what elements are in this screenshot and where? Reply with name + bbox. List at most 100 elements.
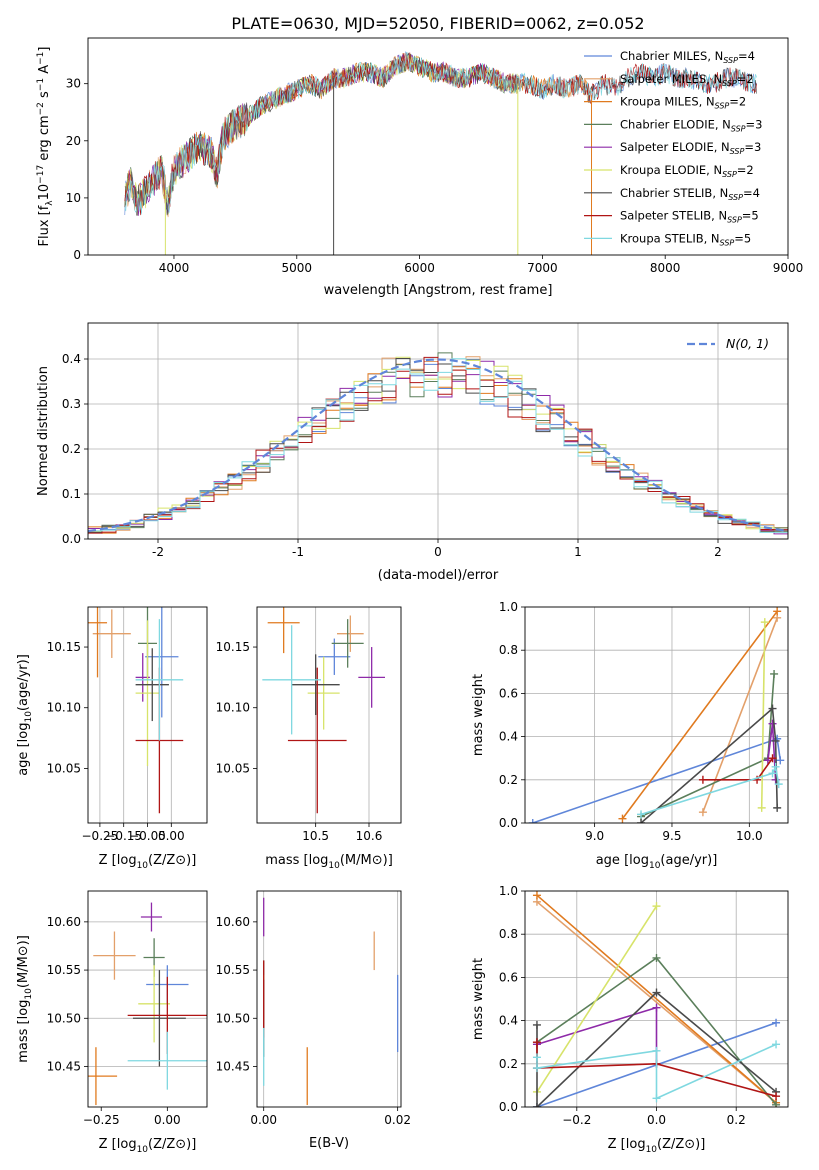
- age-vs-metallicity-panel: −0.25−0.15−0.050.00 10.05 10.10 10.15 Z [log…: [16, 606, 208, 871]
- x-tick-label: 5000: [281, 261, 312, 275]
- label-part: Z [log: [608, 1137, 646, 1152]
- x-tick-label: 0.02: [384, 1113, 411, 1127]
- weight-point: [698, 808, 707, 817]
- y-tick-label: 10.50: [216, 1011, 250, 1025]
- weight-point: [772, 1100, 781, 1107]
- y-tick-label: 0: [73, 248, 81, 262]
- x-tick-label: −0.25: [83, 1113, 120, 1127]
- y-tick-label: 10.55: [216, 963, 250, 977]
- legend-tail: =5: [734, 231, 751, 245]
- weight-point: [652, 1046, 661, 1055]
- plot-area: [532, 891, 781, 1107]
- axis-label: mass [log10(M/M⊙)]: [16, 935, 34, 1063]
- weight-line: [536, 894, 777, 1104]
- label-part: Z [log: [99, 853, 137, 868]
- y-tick-label: 1.0: [499, 884, 518, 898]
- legend-sub: SSP: [723, 56, 738, 65]
- legend-sub: SSP: [727, 216, 742, 225]
- label-part: 10: [137, 1145, 149, 1155]
- legend-tail: =2: [737, 72, 754, 86]
- weight-point: [637, 819, 646, 823]
- label-part: erg cm: [37, 115, 52, 164]
- spectrum-line: [124, 51, 757, 215]
- weight-point: [532, 1064, 541, 1073]
- histogram-step: [88, 358, 788, 534]
- legend-sub: SSP: [731, 124, 746, 133]
- legend-main: Salpeter ELODIE, N: [620, 140, 730, 154]
- mass-vs-reddening-panel: 0.00 0.02 10.45 10.50 10.55 10.60 E(B-V): [216, 890, 411, 1151]
- x-tick-label: −0.25: [82, 829, 119, 843]
- legend-tail: =3: [744, 140, 761, 154]
- legend-main: Kroupa ELODIE, N: [620, 163, 722, 177]
- plot-frame: [87, 37, 789, 256]
- plot-area: [124, 51, 757, 255]
- weight-point: [652, 902, 661, 911]
- weight-point: [774, 780, 783, 789]
- label-part: −2: [36, 102, 46, 115]
- y-axis-label: mass weight: [471, 958, 486, 1040]
- y-tick-label: 10.45: [47, 1060, 81, 1074]
- y-axis-label: mass weight: [471, 674, 486, 756]
- legend-label: Kroupa ELODIE, NSSP=2: [620, 163, 754, 179]
- normal-curve: [88, 358, 788, 533]
- weight-point: [652, 1094, 661, 1103]
- legend-main: Kroupa MILES, N: [620, 95, 715, 109]
- axis-label: Z [log10(Z/Z⊙)]: [608, 1137, 706, 1155]
- plot-area: [528, 607, 785, 823]
- weight-point: [532, 1038, 541, 1047]
- legend-sub: SSP: [728, 193, 743, 202]
- x-tick-label: −0.2: [562, 1113, 591, 1127]
- weight-point: [532, 1103, 541, 1107]
- weight-point: [757, 803, 766, 812]
- y-tick-label: 0.2: [499, 1057, 518, 1071]
- label-part: 10: [646, 1145, 658, 1155]
- label-part: Z [log: [99, 1137, 137, 1152]
- weight-point: [768, 769, 777, 778]
- weight-point: [768, 704, 777, 713]
- y-axis-label: Normed distribution: [36, 366, 51, 496]
- label-part: s: [37, 91, 52, 102]
- legend-sub: SSP: [715, 102, 730, 111]
- y-tick-label: 0.0: [499, 816, 518, 830]
- label-part: −17: [36, 165, 46, 184]
- legend-main: Chabrier ELODIE, N: [620, 117, 731, 131]
- spectrum-line: [124, 52, 757, 216]
- label-part: Flux [f: [37, 205, 52, 246]
- y-tick-label: 0.4: [62, 352, 81, 366]
- legend-label: Salpeter ELODIE, NSSP=3: [620, 140, 761, 156]
- x-tick-label: 1: [574, 545, 582, 559]
- axis-label: age [log10(age/yr)]: [596, 853, 718, 871]
- plot-area: [88, 607, 184, 814]
- legend-main: Chabrier MILES, N: [620, 49, 723, 63]
- label-part: −1: [36, 78, 46, 91]
- y-tick-label: 0.4: [499, 730, 518, 744]
- y-tick-label: 10.60: [216, 915, 250, 929]
- age-vs-mass-panel: 10.5 10.6 10.05 10.10 10.15 mass [log10(M/M⊙)…: [216, 606, 402, 871]
- legend-main: Salpeter STELIB, N: [620, 209, 727, 223]
- y-tick-label: 0.2: [62, 442, 81, 456]
- x-tick-label: 0.00: [154, 1113, 181, 1127]
- legend-tail: =3: [746, 117, 763, 131]
- x-tick-label: 6000: [404, 261, 435, 275]
- plot-frame: [524, 606, 789, 824]
- x-tick-label: −0.15: [105, 829, 142, 843]
- label-part: 10: [24, 711, 34, 723]
- label-part: age [log: [596, 853, 649, 868]
- y-tick-label: 10.50: [47, 1011, 81, 1025]
- legend-label: Chabrier ELODIE, NSSP=3: [620, 117, 762, 133]
- weight-point: [652, 953, 661, 962]
- weight-point: [532, 1053, 541, 1062]
- axis-label: Z [log10(Z/Z⊙)]: [99, 853, 197, 871]
- weight-point: [532, 891, 541, 900]
- x-tick-label: 9000: [773, 261, 804, 275]
- y-axis-label: Flux [fλ10−17 erg cm−2 s−1 A−1]: [36, 47, 55, 247]
- x-tick-label: -2: [152, 545, 164, 559]
- weight-point: [652, 1003, 661, 1012]
- weight-point: [652, 988, 661, 997]
- y-tick-label: 0.6: [499, 970, 518, 984]
- weight-vs-age-panel: 9.0 9.5 10.0 0.0 0.2 0.4 0.6 0.8 1.0 age [log10(a…: [471, 600, 789, 871]
- weight-point: [773, 803, 782, 812]
- y-tick-label: 10: [66, 191, 81, 205]
- x-tick-label: 0.00: [158, 829, 185, 843]
- y-tick-label: 10.15: [47, 640, 81, 654]
